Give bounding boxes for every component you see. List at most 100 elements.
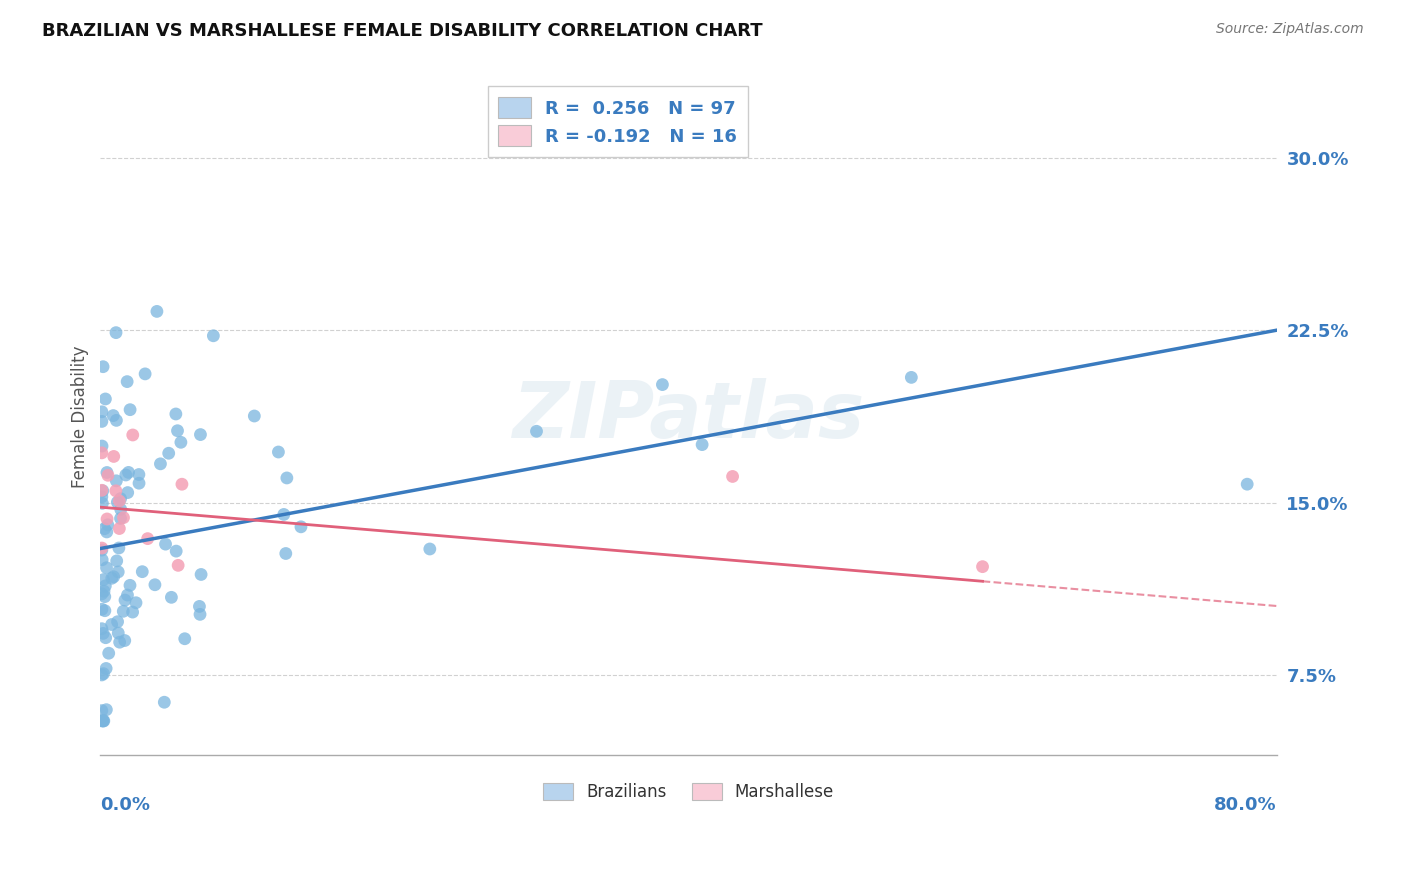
Point	[112, 510, 135, 524]
Point	[94, 392, 117, 406]
Point	[93, 584, 115, 599]
Point	[96, 512, 118, 526]
Point	[90, 414, 112, 428]
Point	[100, 617, 122, 632]
Point	[167, 558, 190, 573]
Point	[108, 635, 131, 649]
Point	[190, 427, 212, 442]
Point	[94, 604, 117, 618]
Point	[96, 524, 118, 539]
Point	[273, 508, 295, 522]
Text: Source: ZipAtlas.com: Source: ZipAtlas.com	[1216, 22, 1364, 37]
Point	[188, 599, 211, 614]
Point	[117, 485, 139, 500]
Point	[243, 409, 266, 423]
Point	[94, 631, 117, 645]
Point	[274, 547, 297, 561]
Point	[190, 567, 212, 582]
Point	[105, 326, 128, 340]
Point	[90, 483, 112, 498]
Point	[107, 565, 129, 579]
Point	[721, 469, 744, 483]
Legend: Brazilians, Marshallese: Brazilians, Marshallese	[536, 777, 841, 808]
Text: ZIPatlas: ZIPatlas	[512, 378, 865, 454]
Point	[1236, 477, 1258, 491]
Text: BRAZILIAN VS MARSHALLESE FEMALE DISABILITY CORRELATION CHART: BRAZILIAN VS MARSHALLESE FEMALE DISABILI…	[42, 22, 763, 40]
Point	[90, 543, 112, 558]
Point	[107, 626, 129, 640]
Point	[134, 367, 156, 381]
Point	[108, 522, 131, 536]
Point	[91, 626, 114, 640]
Point	[651, 377, 673, 392]
Point	[105, 413, 128, 427]
Point	[97, 468, 120, 483]
Point	[90, 622, 112, 636]
Point	[110, 511, 132, 525]
Point	[94, 579, 117, 593]
Point	[90, 714, 112, 728]
Point	[188, 607, 211, 622]
Point	[91, 483, 114, 498]
Point	[90, 490, 112, 504]
Point	[972, 559, 994, 574]
Point	[170, 477, 193, 491]
Point	[91, 496, 114, 510]
Point	[93, 522, 115, 536]
Point	[117, 588, 139, 602]
Point	[153, 695, 176, 709]
Y-axis label: Female Disability: Female Disability	[72, 345, 89, 488]
Point	[267, 445, 290, 459]
Point	[276, 471, 298, 485]
Point	[112, 604, 135, 618]
Point	[90, 446, 112, 460]
Point	[690, 437, 713, 451]
Point	[120, 402, 142, 417]
Point	[93, 714, 115, 728]
Point	[90, 587, 112, 601]
Point	[173, 632, 195, 646]
Point	[149, 457, 172, 471]
Point	[108, 494, 131, 508]
Point	[143, 578, 166, 592]
Point	[93, 666, 115, 681]
Point	[91, 714, 114, 728]
Point	[114, 468, 136, 483]
Point	[105, 495, 128, 509]
Point	[160, 591, 183, 605]
Point	[103, 450, 125, 464]
Point	[108, 541, 131, 555]
Point	[91, 553, 114, 567]
Point	[105, 554, 128, 568]
Point	[165, 544, 187, 558]
Point	[202, 328, 225, 343]
Point	[121, 605, 143, 619]
Point	[121, 428, 143, 442]
Text: 0.0%: 0.0%	[100, 796, 150, 814]
Text: 80.0%: 80.0%	[1213, 796, 1277, 814]
Point	[114, 633, 136, 648]
Point	[118, 578, 141, 592]
Point	[97, 517, 120, 532]
Point	[128, 467, 150, 482]
Point	[93, 573, 115, 587]
Point	[115, 375, 138, 389]
Point	[419, 541, 441, 556]
Point	[90, 405, 112, 419]
Point	[103, 570, 125, 584]
Point	[526, 424, 548, 438]
Point	[105, 474, 128, 488]
Point	[91, 714, 114, 728]
Point	[900, 370, 922, 384]
Point	[165, 407, 187, 421]
Point	[94, 661, 117, 675]
Point	[96, 560, 118, 574]
Point	[125, 596, 148, 610]
Point	[96, 703, 118, 717]
Point	[94, 590, 117, 604]
Point	[90, 668, 112, 682]
Point	[90, 541, 112, 555]
Point	[97, 646, 120, 660]
Point	[131, 565, 153, 579]
Point	[170, 435, 193, 450]
